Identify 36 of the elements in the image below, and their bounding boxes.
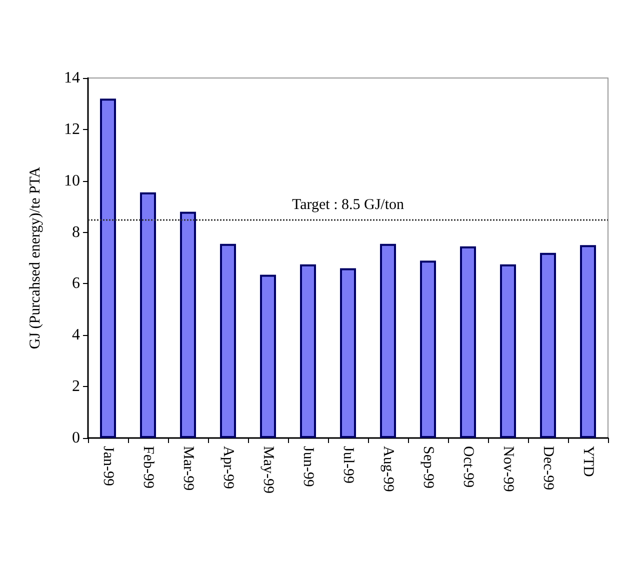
bar	[260, 274, 276, 438]
bar	[140, 192, 156, 438]
y-tick-label: 0	[72, 430, 80, 446]
y-tick-label: 12	[64, 120, 80, 138]
y-axis-title: GJ (Purcahsed energy)/te PTA	[28, 166, 44, 350]
x-tick-label: Apr-99	[220, 446, 236, 490]
x-tick-label: Jun-99	[300, 446, 316, 487]
bar	[380, 244, 396, 438]
bar	[100, 98, 116, 438]
bar	[460, 246, 476, 438]
x-tick-label: YTD	[580, 446, 596, 477]
x-tick-label: Oct-99	[460, 446, 476, 488]
x-tick-label: Sep-99	[420, 446, 436, 488]
bar	[540, 252, 556, 438]
x-tick-label: Dec-99	[540, 446, 556, 490]
bar	[300, 264, 316, 438]
bar	[500, 264, 516, 438]
x-tick-label: Nov-99	[500, 446, 516, 492]
ref-line-label: Target : 8.5 GJ/ton	[292, 196, 404, 213]
x-tick-label: Mar-99	[180, 446, 196, 491]
y-tick-label: 10	[64, 172, 80, 190]
x-tick-label: Aug-99	[380, 446, 396, 492]
x-tick-label: May-99	[260, 446, 276, 494]
bar	[420, 260, 436, 438]
y-tick-label: 14	[64, 70, 80, 86]
y-tick-label: 8	[72, 224, 80, 241]
bar	[220, 244, 236, 438]
x-tick-label: Jan-99	[100, 446, 116, 486]
x-tick-label: Feb-99	[140, 446, 156, 488]
bar	[580, 245, 596, 438]
x-tick-label: Jul-99	[340, 446, 356, 484]
bar	[340, 268, 356, 438]
y-tick-label: 4	[72, 326, 80, 344]
y-tick-label: 6	[72, 275, 80, 292]
y-tick-label: 2	[72, 378, 80, 396]
bar	[180, 212, 196, 438]
